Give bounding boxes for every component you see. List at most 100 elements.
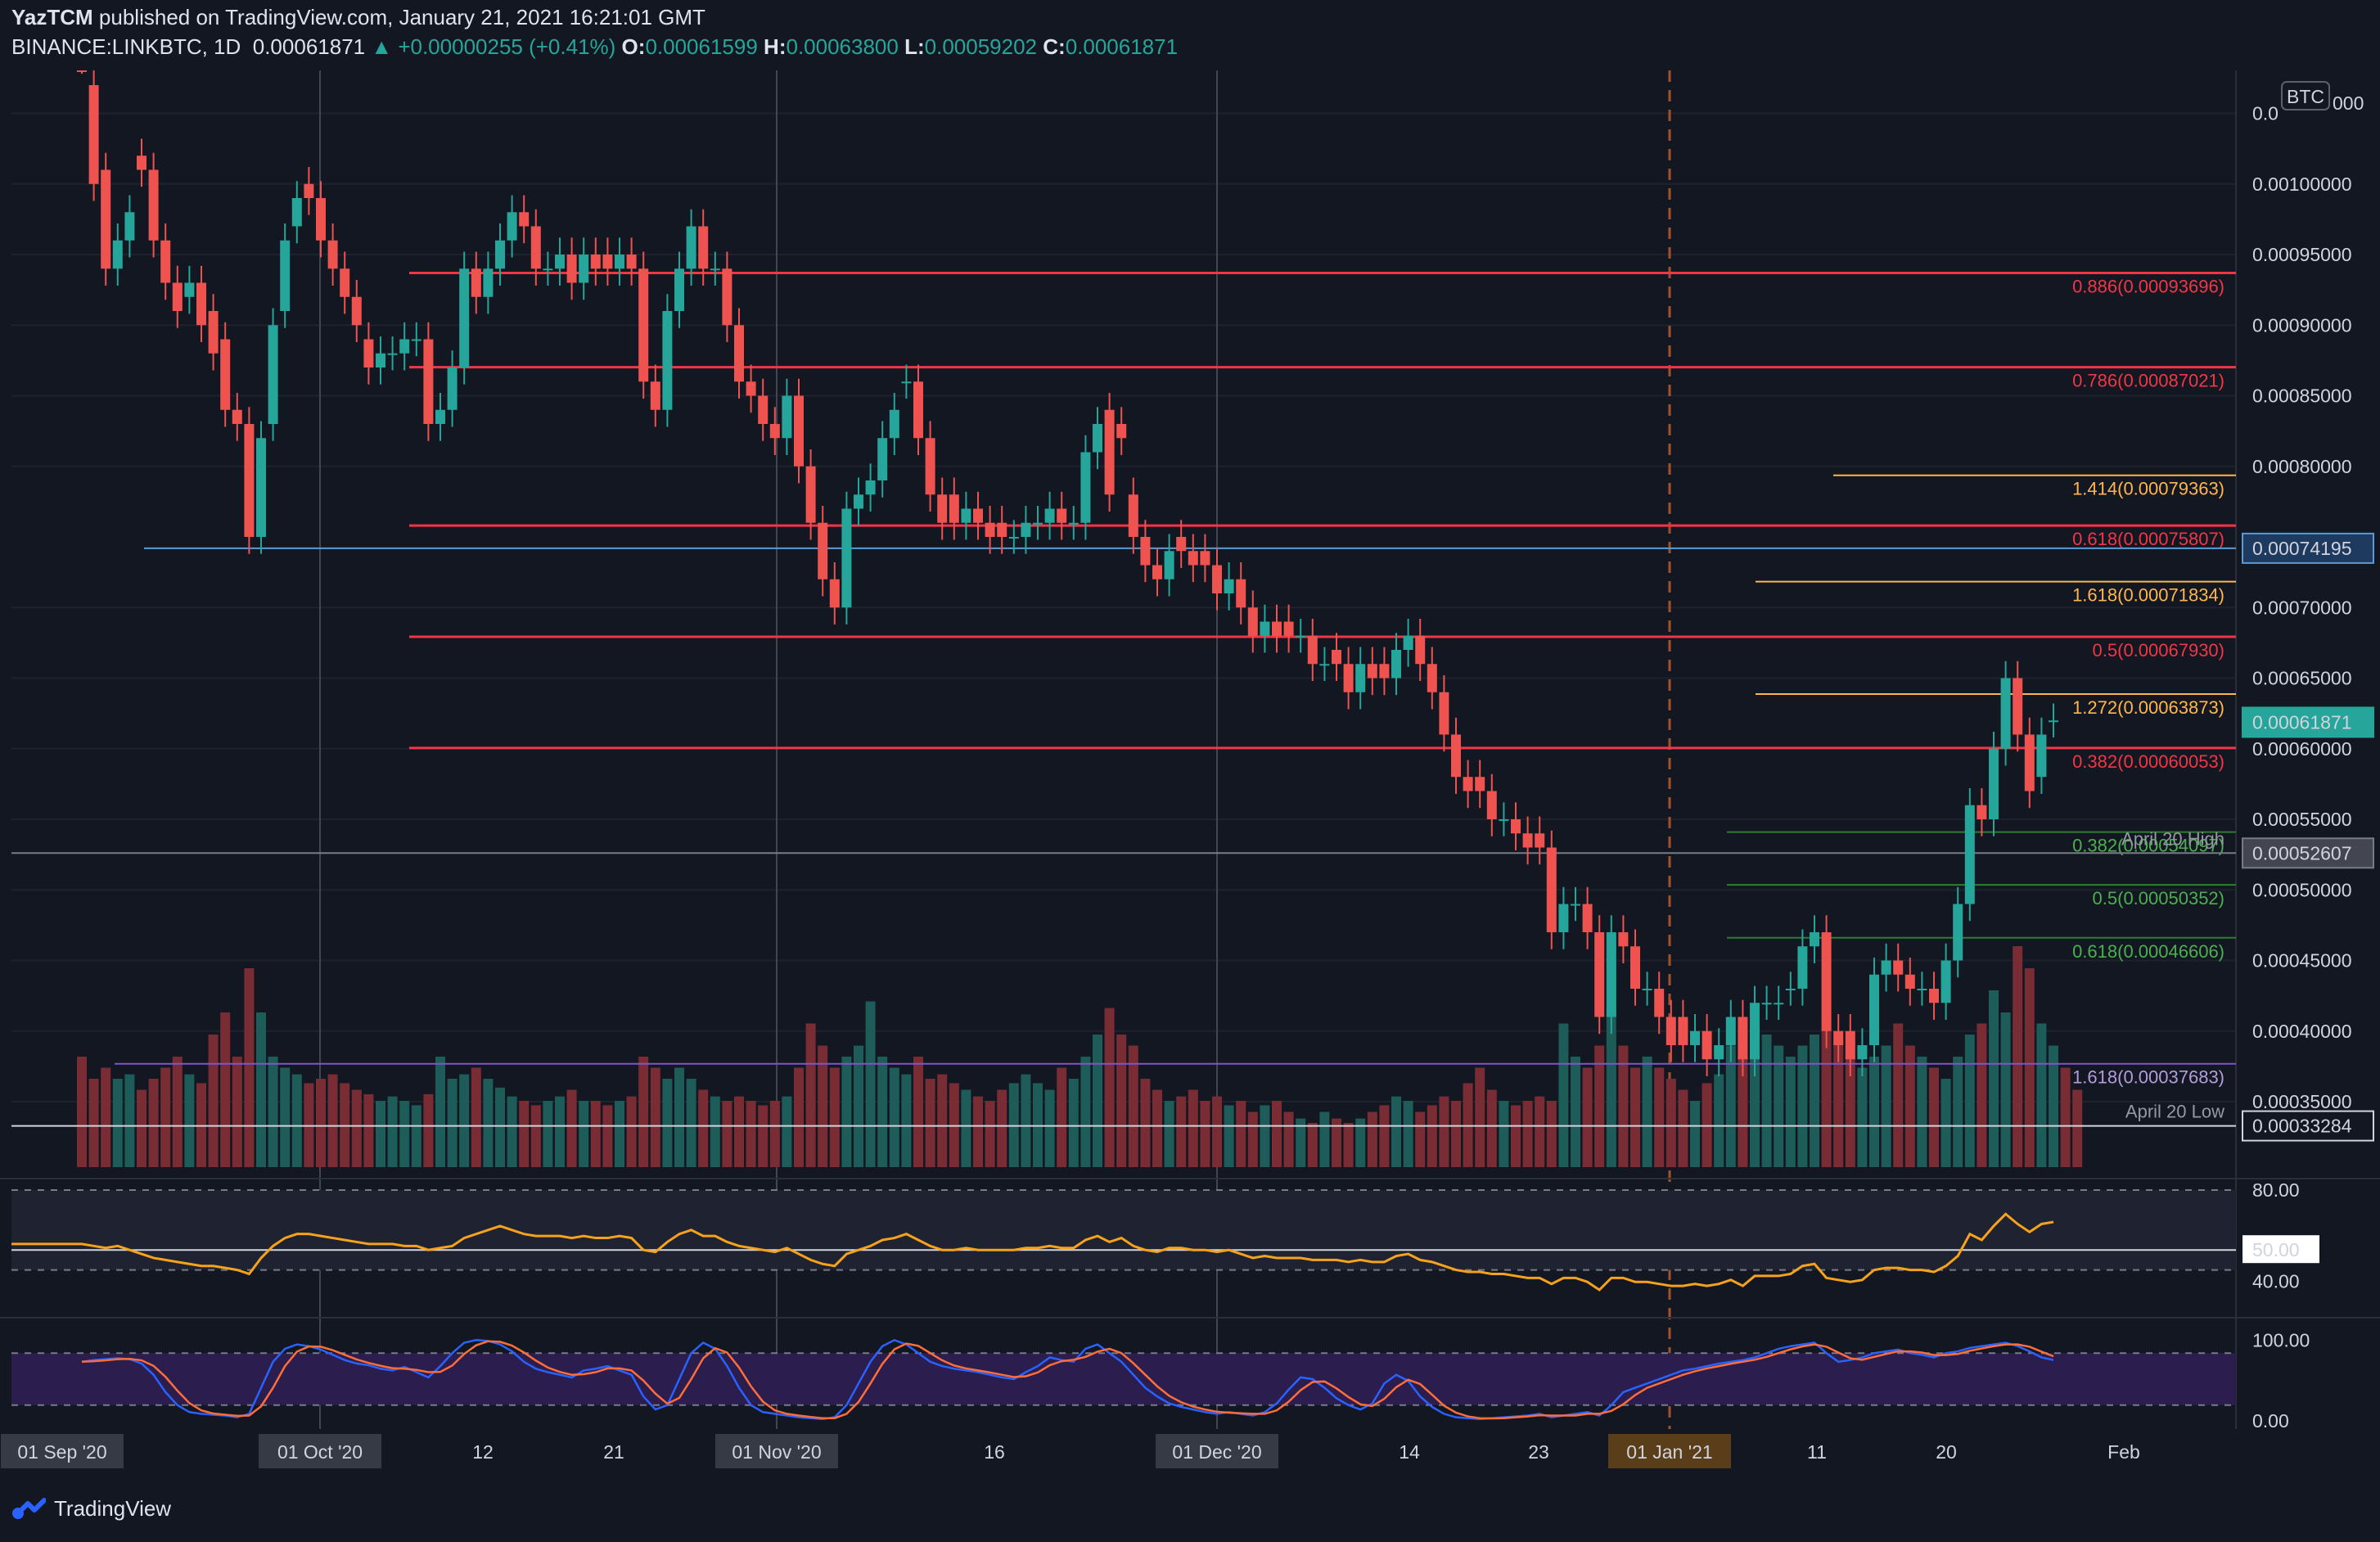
volume-bar [1810,1035,1819,1167]
time-tick-label: 01 Jan '21 [1626,1441,1712,1463]
volume-bar [877,1057,888,1167]
candle-body [1582,904,1593,932]
volume-bar [626,1096,637,1167]
volume-bar [471,1067,481,1167]
volume-bar [2072,1089,2083,1167]
candle-body [1439,692,1449,735]
candle-body [1917,989,1927,990]
candle-body [1247,607,1258,636]
volume-bar [1188,1089,1198,1167]
time-axis[interactable]: 01 Sep '20 01 Oct '20 12 21 01 Nov '20 16 01 D… [1,1434,2140,1468]
volume-bar [1582,1067,1593,1167]
volume-bar [579,1101,589,1167]
candle-body [1152,565,1162,579]
volume-bars [77,946,2083,1167]
volume-bar [865,1001,876,1167]
volume-bar [1332,1118,1341,1167]
candle-body [1044,508,1055,523]
candle-body [1188,551,1198,566]
candle-body [1857,1045,1868,1060]
volume-bar [1546,1101,1557,1167]
tradingview-brand[interactable]: TradingView [10,1496,171,1522]
candle-body [1260,621,1270,636]
volume-bar [2013,946,2023,1167]
candle-body [1738,1017,1748,1060]
volume-bar [1379,1105,1390,1167]
volume-bar [387,1096,398,1167]
candle-body [1343,664,1354,692]
volume-bar [674,1067,684,1167]
candle-body [1774,1003,1784,1005]
candle-body [1714,1045,1724,1060]
time-tick-label: 16 [984,1441,1005,1463]
price-tick-label: 0.00070000 [2252,597,2352,618]
candle-body [459,268,470,367]
volume-bar [77,1057,87,1167]
time-tick-label: 11 [1807,1441,1827,1463]
volume-bar [1857,1067,1868,1167]
candle-body [1558,904,1569,932]
volume-bar [1451,1101,1461,1167]
candle-body [1678,1017,1688,1045]
volume-bar [1821,1023,1832,1167]
candle-body [985,522,995,537]
price-tag-label: 0.00052607 [2252,842,2352,863]
volume-bar [208,1035,219,1167]
volume-bar [1666,1079,1676,1167]
last-price: 0.00061871 [252,34,366,59]
candle-body [615,255,624,269]
volume-bar [160,1067,171,1167]
volume-bar [459,1074,470,1167]
volume-bar [268,1057,278,1167]
volume-bar [435,1057,445,1167]
annotation-note: April 20 Low [2125,1102,2224,1122]
candle-body [1212,565,1222,593]
price-tick-label: 0.0 [2252,103,2279,124]
candle-body [865,480,876,495]
symbol[interactable]: BINANCE:LINKBTC, 1D [11,34,241,59]
time-tick-label: 14 [1399,1441,1420,1463]
volume-bar [256,1012,266,1167]
volume-bar [1738,1057,1748,1167]
candle-body [1057,508,1067,523]
fib-level-label: 0.618(0.00075807) [2072,529,2224,549]
price-axis[interactable]: 0.00100000 0.00095000 0.00090000 0.00085000… [2242,81,2374,1142]
volume-bar [124,1074,135,1167]
volume-bar [686,1079,696,1167]
currency-label: BTC [2287,86,2324,107]
candle-body [519,212,530,227]
candle-body [1725,1017,1736,1045]
author: YazTCM [11,5,93,29]
candle-body [602,255,613,269]
open-label: O: [621,34,646,59]
volume-bar [1725,1045,1736,1167]
price-tick-label: 0.00080000 [2252,456,2352,477]
candle-body [889,409,899,439]
volume-bar [1714,1074,1724,1167]
volume-bar [1917,1057,1927,1167]
rsi-tick-label: 80.00 [2252,1179,2300,1201]
candle-body [316,198,326,241]
volume-bar [1128,1045,1138,1167]
candle-body [590,255,601,269]
candle-body [124,212,135,241]
volume-bar [351,1089,362,1167]
price-change: ▲ +0.00000255 (+0.41%) [371,34,616,59]
volume-bar [1296,1118,1306,1167]
candle-body [77,70,87,72]
candle-body [1379,664,1390,679]
volume-bar [376,1101,385,1167]
low-value: 0.00059202 [924,34,1038,59]
candle-body [1618,932,1629,947]
price-tick-label: 0.00055000 [2252,809,2352,830]
volume-bar [363,1093,374,1167]
volume-bar [423,1093,434,1167]
publish-text: published on TradingView.com, January 21… [98,5,705,29]
stoch-d-line [81,1340,2054,1420]
candle-body [1332,650,1341,665]
volume-bar [1104,1008,1115,1167]
candle-body [1929,989,1939,1003]
candle-body [1654,989,1665,1017]
volume-bar [925,1079,935,1167]
